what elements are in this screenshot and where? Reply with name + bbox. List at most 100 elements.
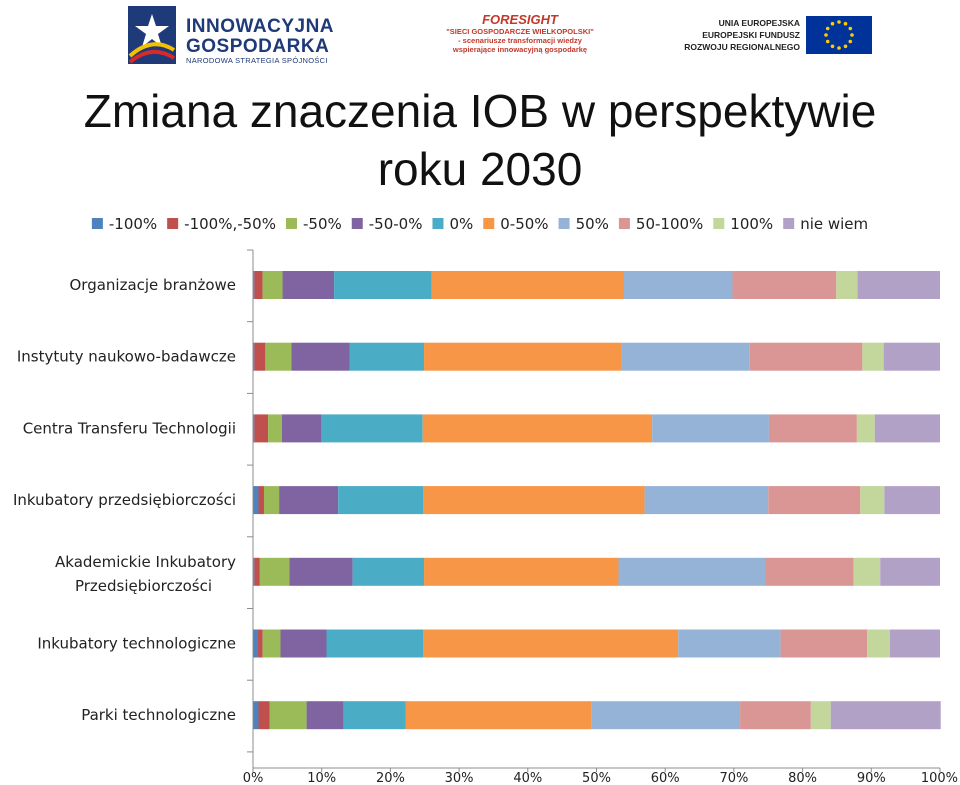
category-label: Organizacje branżowe bbox=[69, 276, 236, 294]
bar-segment bbox=[289, 557, 353, 586]
bar-segment bbox=[644, 486, 769, 515]
innowacyjna-gospodarka-logo: INNOWACYJNA GOSPODARKA NARODOWA STRATEGI… bbox=[128, 6, 358, 65]
legend-swatch bbox=[351, 218, 363, 229]
bar-segment bbox=[291, 342, 350, 371]
eu-logo: UNIA EUROPEJSKA EUROPEJSKI FUNDUSZ ROZWO… bbox=[680, 16, 880, 56]
legend-swatch bbox=[618, 218, 630, 229]
bar-segment bbox=[280, 629, 327, 658]
bar-segment bbox=[253, 342, 255, 371]
bar-segment bbox=[652, 414, 769, 443]
bar-segment bbox=[856, 414, 875, 443]
bar-segment bbox=[343, 701, 406, 730]
bar-segment bbox=[732, 271, 837, 299]
foresight-logo: FORESIGHT "SIECI GOSPODARCZE WIELKOPOLSK… bbox=[430, 12, 610, 54]
legend-entry: -100%,-50% bbox=[184, 215, 276, 233]
bar-segment bbox=[874, 414, 940, 443]
bar-segment bbox=[867, 629, 890, 658]
bar-segment bbox=[253, 557, 255, 586]
bar-segment bbox=[258, 701, 270, 730]
legend-entry: -100% bbox=[109, 215, 157, 233]
eu-line3: ROZWOJU REGIONALNEGO bbox=[684, 42, 800, 52]
legend-swatch bbox=[713, 218, 725, 229]
x-tick-label: 30% bbox=[445, 771, 474, 785]
category-label: Centra Transferu Technologii bbox=[23, 419, 236, 437]
bar-segment bbox=[279, 486, 339, 515]
header: INNOWACYJNA GOSPODARKA NARODOWA STRATEGI… bbox=[0, 0, 960, 70]
bar-segment bbox=[591, 701, 741, 730]
eu-line1: UNIA EUROPEJSKA bbox=[718, 18, 800, 28]
bar-segment bbox=[253, 701, 259, 730]
x-tick-label: 80% bbox=[788, 771, 817, 785]
legend-swatch bbox=[483, 218, 495, 229]
legend-swatch bbox=[432, 218, 444, 229]
bar-segment bbox=[269, 701, 307, 730]
bar-segment bbox=[306, 701, 344, 730]
x-tick-label: 0% bbox=[243, 771, 264, 785]
eu-flag-icon bbox=[806, 16, 872, 54]
bar-segment bbox=[889, 629, 940, 658]
legend-entry: -50-0% bbox=[369, 215, 423, 233]
logo-ig-line2: GOSPODARKA bbox=[186, 36, 330, 57]
category-label: Akademickie Inkubatory bbox=[55, 553, 236, 571]
bar-segment bbox=[282, 271, 335, 299]
bar-segment bbox=[618, 557, 766, 586]
bar-segment bbox=[749, 342, 863, 371]
innowacyjna-gospodarka-emblem-icon bbox=[128, 6, 176, 64]
x-tick-label: 40% bbox=[513, 771, 542, 785]
legend-entry: 50-100% bbox=[636, 215, 703, 233]
x-tick-label: 90% bbox=[857, 771, 886, 785]
bar-segment bbox=[424, 557, 619, 586]
category-label: Instytuty naukowo-badawcze bbox=[17, 348, 236, 366]
eu-line2: EUROPEJSKI FUNDUSZ bbox=[702, 30, 800, 40]
legend-entry: 50% bbox=[576, 215, 609, 233]
bar-segment bbox=[254, 342, 266, 371]
bar-segment bbox=[405, 701, 592, 730]
bar-segment bbox=[883, 342, 940, 371]
legend-swatch bbox=[558, 218, 570, 229]
bar-segment bbox=[258, 486, 264, 515]
bar-segment bbox=[334, 271, 432, 299]
bar-segment bbox=[263, 486, 280, 515]
bar-segment bbox=[880, 557, 940, 586]
x-tick-label: 20% bbox=[376, 771, 405, 785]
category-label: Inkubatory technologiczne bbox=[37, 635, 236, 653]
logo-ig-line1: INNOWACYJNA bbox=[186, 16, 335, 37]
legend-entry: -50% bbox=[303, 215, 342, 233]
legend-entry: 0-50% bbox=[500, 215, 548, 233]
bar-segment bbox=[423, 629, 679, 658]
bar-segment bbox=[268, 414, 282, 443]
chart-title: Zmiana znaczenia IOB w perspektywie roku… bbox=[0, 82, 960, 198]
foresight-line4: wspierające innowacyjną gospodarkę bbox=[452, 45, 588, 54]
bar-segment bbox=[352, 557, 425, 586]
bar-segment bbox=[254, 557, 260, 586]
bar-segment bbox=[259, 557, 290, 586]
foresight-line3: - scenariusze transformacji wiedzy bbox=[458, 36, 582, 45]
foresight-line1: FORESIGHT bbox=[482, 12, 558, 27]
bar-segment bbox=[860, 486, 885, 515]
bar-segment bbox=[768, 414, 857, 443]
legend-entry: 100% bbox=[730, 215, 773, 233]
legend-entry: nie wiem bbox=[800, 215, 868, 233]
chart-title-line2: roku 2030 bbox=[377, 143, 583, 195]
category-label: Przedsiębiorczości bbox=[75, 577, 212, 595]
legend-swatch bbox=[783, 218, 795, 229]
bar-segment bbox=[768, 486, 861, 515]
foresight-line2: "SIECI GOSPODARCZE WIELKOPOLSKI" bbox=[446, 27, 594, 36]
legend-entry: 0% bbox=[449, 215, 473, 233]
x-tick-label: 10% bbox=[307, 771, 336, 785]
category-label: Inkubatory przedsiębiorczości bbox=[13, 491, 236, 509]
bar-segment bbox=[857, 271, 940, 299]
bar-segment bbox=[349, 342, 425, 371]
bar-segment bbox=[253, 271, 255, 299]
bar-segment bbox=[326, 629, 424, 658]
bar-segment bbox=[621, 342, 750, 371]
bar-segment bbox=[257, 629, 263, 658]
logo-ig-line3: NARODOWA STRATEGIA SPÓJNOŚCI bbox=[186, 56, 328, 65]
bar-segment bbox=[253, 629, 258, 658]
legend-swatch bbox=[167, 218, 179, 229]
bar-segment bbox=[265, 342, 292, 371]
bar-segment bbox=[254, 271, 263, 299]
bar-segment bbox=[765, 557, 854, 586]
bar-segment bbox=[623, 271, 733, 299]
bar-segment bbox=[321, 414, 423, 443]
